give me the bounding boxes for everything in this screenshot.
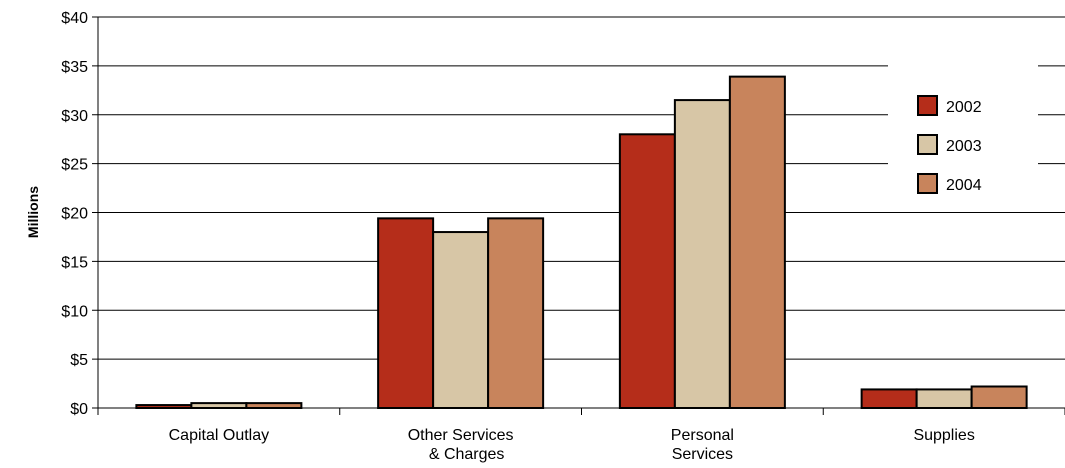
y-tick-label: $35	[61, 59, 88, 76]
legend-background	[888, 52, 1038, 212]
bar-2002	[618, 133, 676, 410]
bar-2002	[860, 388, 918, 409]
y-axis-ticks: $0 $5 $10 $15 $20 $25 $30 $35 $40	[61, 10, 98, 418]
bar-2003	[673, 99, 731, 410]
legend-label-2003: 2003	[946, 138, 982, 155]
gridlines	[98, 16, 1065, 360]
bar-2004	[487, 217, 545, 409]
legend-swatch-2002	[917, 95, 938, 116]
x-category-label: Services	[672, 446, 733, 463]
y-tick-label: $25	[61, 157, 88, 174]
bar-2003	[915, 388, 973, 409]
y-tick-label: $30	[61, 108, 88, 125]
bar-2003	[432, 231, 490, 409]
legend-label-2004: 2004	[946, 177, 982, 194]
y-axis-label: Millions	[25, 186, 41, 238]
x-category-label: Capital Outlay	[169, 427, 270, 444]
x-category-label: Supplies	[913, 427, 974, 444]
x-category-label: Personal	[671, 427, 734, 444]
y-tick-label: $15	[61, 254, 88, 271]
y-tick-label: $5	[70, 352, 88, 369]
y-tick-label: $20	[61, 206, 88, 223]
x-category-label: & Charges	[429, 446, 505, 463]
y-tick-label: $40	[61, 10, 88, 27]
bar-2004	[970, 385, 1028, 409]
x-axis-category-labels: Capital Outlay Other Services & Charges Per…	[169, 427, 975, 463]
y-tick-label: $0	[70, 401, 88, 418]
x-category-label: Other Services	[408, 427, 514, 444]
bar-2003	[190, 402, 248, 409]
y-tick-label: $10	[61, 303, 88, 320]
bars	[135, 75, 1028, 410]
bar-2004	[245, 402, 303, 409]
legend-swatch-2003	[917, 134, 938, 155]
bar-2004	[728, 75, 786, 409]
axes	[97, 17, 1065, 415]
legend: 2002 2003 2004	[888, 52, 1038, 212]
legend-label-2002: 2002	[946, 99, 982, 116]
legend-swatch-2004	[917, 173, 938, 194]
bar-2002	[377, 217, 435, 409]
